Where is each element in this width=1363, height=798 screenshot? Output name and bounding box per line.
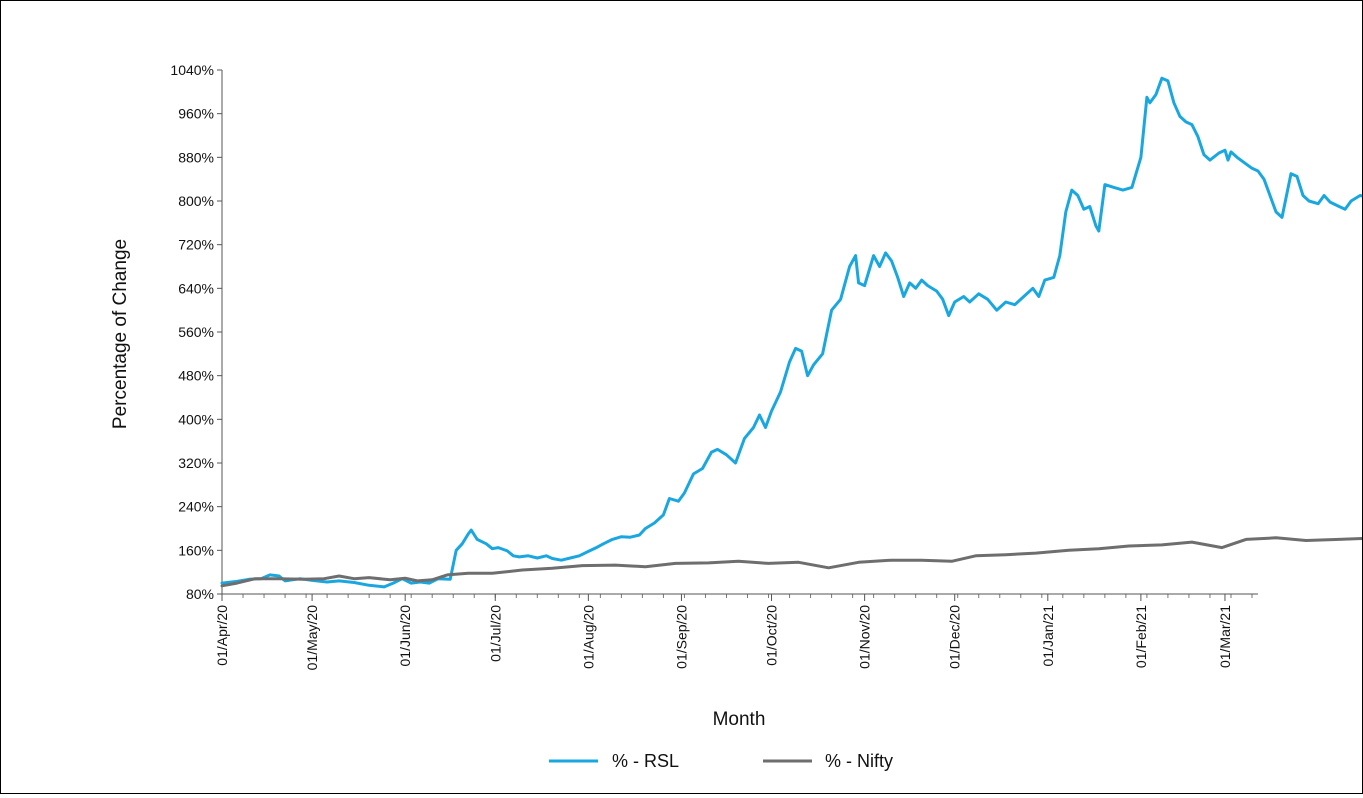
series-line-rsl [220, 76, 1363, 589]
y-tick-label: 560% [178, 324, 214, 340]
y-tick-label: 640% [178, 280, 214, 296]
x-tick-label: 01/Aug/20 [580, 605, 596, 669]
y-axis-label: Percentage of Change [110, 239, 131, 429]
legend: % - RSL % - Nifty [549, 751, 893, 771]
y-tick-label: 400% [178, 411, 214, 427]
x-tick-label: 01/Jan/21 [1040, 605, 1056, 667]
y-tick-label: 160% [178, 542, 214, 558]
x-tick-label: 01/Nov/20 [857, 605, 873, 669]
x-tick-label: 01/Jul/20 [487, 605, 503, 662]
y-tick-label: 80% [186, 586, 214, 602]
x-tick-label: 01/Feb/21 [1133, 605, 1149, 668]
x-tick-label: 01/Jun/20 [397, 605, 413, 667]
y-tick-label: 1040% [170, 62, 214, 78]
y-tick-label: 240% [178, 499, 214, 515]
y-tick-label: 960% [178, 106, 214, 122]
y-axis-ticks: 80% 160% 240% 320% 400% 480% 560% 640% 720% 800% 8… [170, 62, 222, 602]
y-tick-label: 320% [178, 455, 214, 471]
legend-label-nifty: % - Nifty [825, 751, 893, 771]
y-tick-label: 800% [178, 193, 214, 209]
x-tick-label: 01/Apr/20 [214, 605, 230, 666]
x-tick-label: 01/May/20 [304, 605, 320, 671]
series-line-nifty [220, 536, 1363, 588]
x-tick-label: 01/Mar/21 [1217, 605, 1233, 668]
y-tick-label: 480% [178, 368, 214, 384]
x-axis-ticks: 01/Apr/20 01/May/20 01/Jun/20 01/Jul/20 01/A… [214, 594, 1253, 671]
y-tick-label: 720% [178, 237, 214, 253]
x-axis-label: Month [713, 709, 766, 730]
legend-label-rsl: % - RSL [612, 751, 679, 771]
y-tick-label: 880% [178, 149, 214, 165]
series-layer [220, 76, 1363, 589]
x-tick-label: 01/Sep/20 [673, 605, 689, 669]
x-tick-label: 01/Dec/20 [947, 605, 963, 669]
x-tick-label: 01/Oct/20 [764, 605, 780, 666]
